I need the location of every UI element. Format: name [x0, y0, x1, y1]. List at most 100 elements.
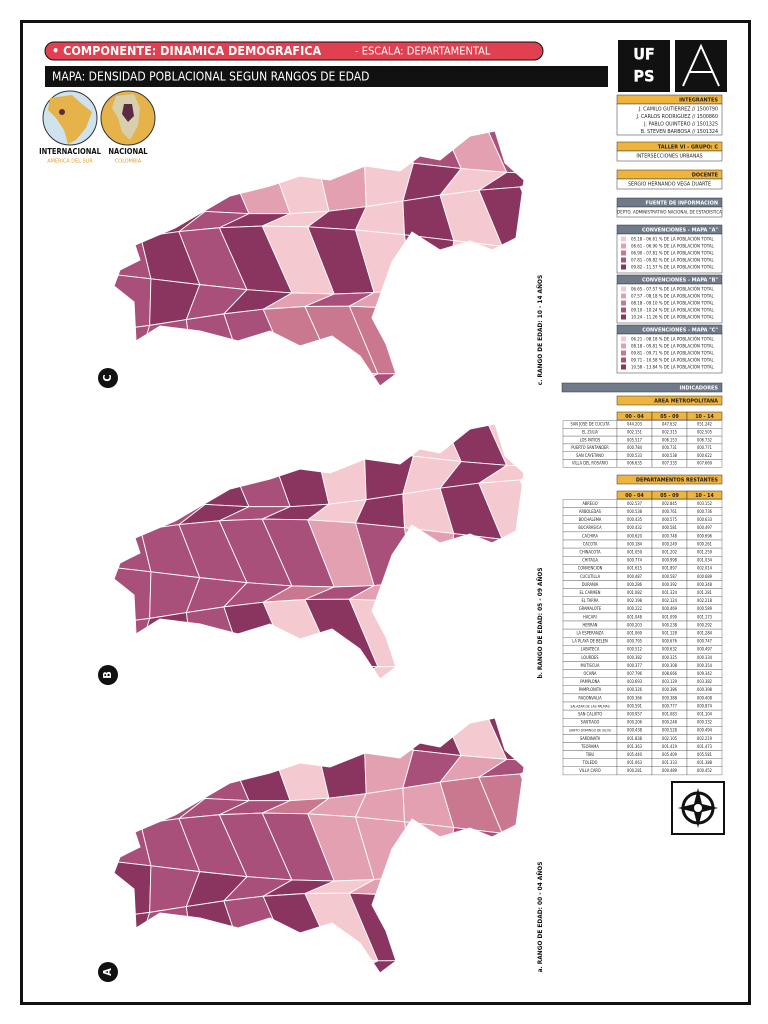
subtitle: MAPA: DENSIDAD POBLACIONAL SEGUN RANGOS … — [52, 70, 369, 84]
title: • COMPONENTE: DINAMICA DEMOGRAFICA — [52, 43, 322, 58]
value: 000.676 — [662, 639, 678, 644]
value: 000.689 — [697, 574, 713, 579]
value: 000.736 — [697, 509, 713, 514]
logo-ufps: UF PS — [618, 40, 670, 92]
value: 000.589 — [697, 606, 713, 611]
value: 002.198 — [627, 598, 643, 603]
section-title: TALLER VI - GRUPO: C — [658, 144, 719, 150]
value: 000.795 — [627, 639, 642, 644]
row-name: SAN CAYETANO — [576, 453, 604, 458]
value: 000.292 — [697, 622, 712, 627]
value: 001.363 — [627, 744, 642, 749]
value: 001.083 — [662, 711, 677, 716]
value: 001.082 — [627, 590, 642, 595]
row-name: BOCHALEMA — [579, 517, 602, 522]
value: 000.332 — [697, 720, 712, 725]
section-title: FUENTE DE INFORMACION — [645, 200, 718, 206]
row-name: SAN CALIXTO — [578, 711, 602, 716]
section-header — [616, 395, 723, 406]
entry-box — [616, 150, 723, 162]
legend-swatch — [621, 350, 626, 356]
row-name: LA PLAYA DE BELEN — [572, 639, 608, 644]
member: B. STEVEN BARBOSA // 1501324 — [641, 129, 718, 135]
value: 000.326 — [627, 687, 643, 692]
section-title: INTEGRANTES — [679, 97, 718, 103]
value: 000.238 — [662, 622, 678, 627]
row-name: HERRAN — [583, 622, 598, 627]
legend-label: 07.57 - 08.18 % DE LA POBLACIÓN TOTAL — [631, 293, 715, 300]
value: 002.218 — [697, 598, 713, 603]
value: 000.386 — [662, 687, 678, 692]
row-name: CACOTA — [583, 541, 598, 546]
legend-label: 09.82 - 11.57 % DE LA POBLACIÓN TOTAL — [631, 264, 715, 271]
row-name: SAN JOSE DE CUCUTA — [570, 422, 610, 427]
locator-international — [42, 90, 98, 146]
column-header: 05 - 09 — [660, 493, 679, 499]
value: 000.354 — [697, 663, 713, 668]
locator-national — [100, 90, 156, 146]
legend-label: 08.18 - 09.81 % DE LA POBLACIÓN TOTAL — [631, 343, 715, 350]
section-title: DOCENTE — [692, 172, 719, 178]
row-name: CONVENCION — [578, 566, 603, 571]
map-letter-circle — [98, 665, 118, 685]
sidebar: INTEGRANTES J. CAMILO GUTIERREZ // 150079… — [561, 94, 723, 776]
value: 000.748 — [662, 533, 678, 538]
row-name: DURANIA — [582, 582, 599, 587]
row-name: MUTISCUA — [581, 663, 600, 668]
section-header — [616, 474, 723, 485]
row-name: ABREGO — [582, 501, 597, 506]
row-name: SALAZAR DE LAS PALMAS — [570, 704, 609, 708]
value: 000.632 — [662, 647, 677, 652]
locator-label: NACIONAL — [108, 147, 148, 156]
value: 001.284 — [697, 630, 713, 635]
entry-box — [616, 283, 723, 324]
legend-label: 06.90 - 07.81 % DE LA POBLACIÓN TOTAL — [631, 250, 715, 257]
value: 000.248 — [662, 720, 678, 725]
section-title: CONVENCIONES - MAPA "B" — [642, 277, 718, 283]
value: 005.517 — [627, 437, 642, 442]
member: J. CARLOS RODRIGUEZ // 1500860 — [636, 114, 718, 120]
value: 005.581 — [697, 752, 712, 757]
legend-label: 09.10 - 10.24 % DE LA POBLACIÓN TOTAL — [631, 307, 715, 314]
legend-swatch — [621, 357, 626, 363]
map-letter-circle — [98, 962, 118, 982]
row-name: EL ZULIA — [582, 430, 599, 435]
value: 000.366 — [627, 695, 643, 700]
value: 000.497 — [697, 647, 712, 652]
row-name: TIBU — [585, 752, 595, 757]
row-name: SARDINATA — [580, 736, 601, 741]
value: 000.620 — [627, 533, 643, 538]
legend-label: 09.81 - 09.71 % DE LA POBLACIÓN TOTAL — [631, 350, 715, 357]
value: 000.487 — [627, 574, 642, 579]
subtitle-bar — [45, 66, 608, 87]
svg-text:PS: PS — [634, 67, 655, 86]
entry-box — [616, 206, 723, 218]
value: 002.537 — [627, 501, 642, 506]
value: 001.069 — [627, 630, 643, 635]
row-name: TOLEDO — [582, 760, 598, 765]
value: 000.581 — [662, 525, 677, 530]
value: 002.505 — [697, 430, 712, 435]
value: 006.732 — [697, 437, 712, 442]
row-name: CUCUTILLA — [580, 574, 601, 579]
value: 000.771 — [697, 445, 712, 450]
north-arrow — [671, 781, 725, 835]
value: 000.731 — [662, 445, 677, 450]
legend-swatch — [621, 293, 626, 299]
map-label: a. RANGO DE EDAD: 00 - 04 AÑOS — [535, 862, 544, 973]
value: 000.761 — [662, 509, 677, 514]
legend-swatch — [621, 243, 626, 249]
value: 000.348 — [697, 582, 713, 587]
row-name: SANTIAGO — [581, 720, 600, 725]
value: 000.334 — [697, 655, 713, 660]
legend-label: 10.24 - 11.26 % DE LA POBLACIÓN TOTAL — [631, 314, 715, 321]
value: 002.219 — [697, 736, 713, 741]
row-name: BUCARASICA — [578, 525, 602, 530]
value: 001.388 — [697, 760, 713, 765]
value: 000.203 — [627, 622, 642, 627]
value: 000.784 — [627, 445, 643, 450]
locator-sublabel: AMERICA DEL SUR — [47, 159, 93, 165]
value: 005.440 — [627, 752, 643, 757]
row-name: CHINACOTA — [579, 549, 601, 554]
